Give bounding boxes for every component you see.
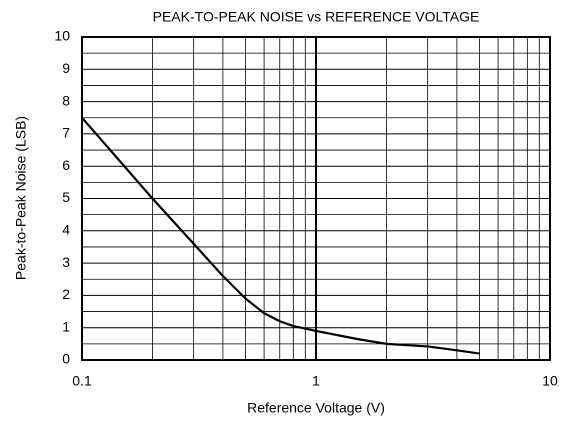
y-tick-label: 2 xyxy=(62,286,70,302)
data-line xyxy=(81,117,480,355)
y-tick-label: 1 xyxy=(62,318,70,334)
y-tick-label: 8 xyxy=(62,92,70,108)
chart-title: PEAK-TO-PEAK NOISE vs REFERENCE VOLTAGE xyxy=(153,9,480,25)
x-tick-label: 1 xyxy=(312,373,320,389)
x-axis-label: Reference Voltage (V) xyxy=(247,400,385,416)
y-tick-label: 7 xyxy=(62,125,70,141)
y-axis-label: Peak-to-Peak Noise (LSB) xyxy=(13,116,29,280)
y-tick-label: 9 xyxy=(62,60,70,76)
y-tick-label: 3 xyxy=(62,254,70,270)
y-tick-label: 5 xyxy=(62,189,70,205)
plot-frame xyxy=(81,36,551,361)
y-tick-label: 10 xyxy=(54,28,70,44)
x-tick-label: 10 xyxy=(542,373,558,389)
x-tick-label: 0.1 xyxy=(72,373,92,389)
y-tick-label: 4 xyxy=(62,222,70,238)
y-tick-label: 0 xyxy=(62,351,70,367)
y-tick-label: 6 xyxy=(62,157,70,173)
